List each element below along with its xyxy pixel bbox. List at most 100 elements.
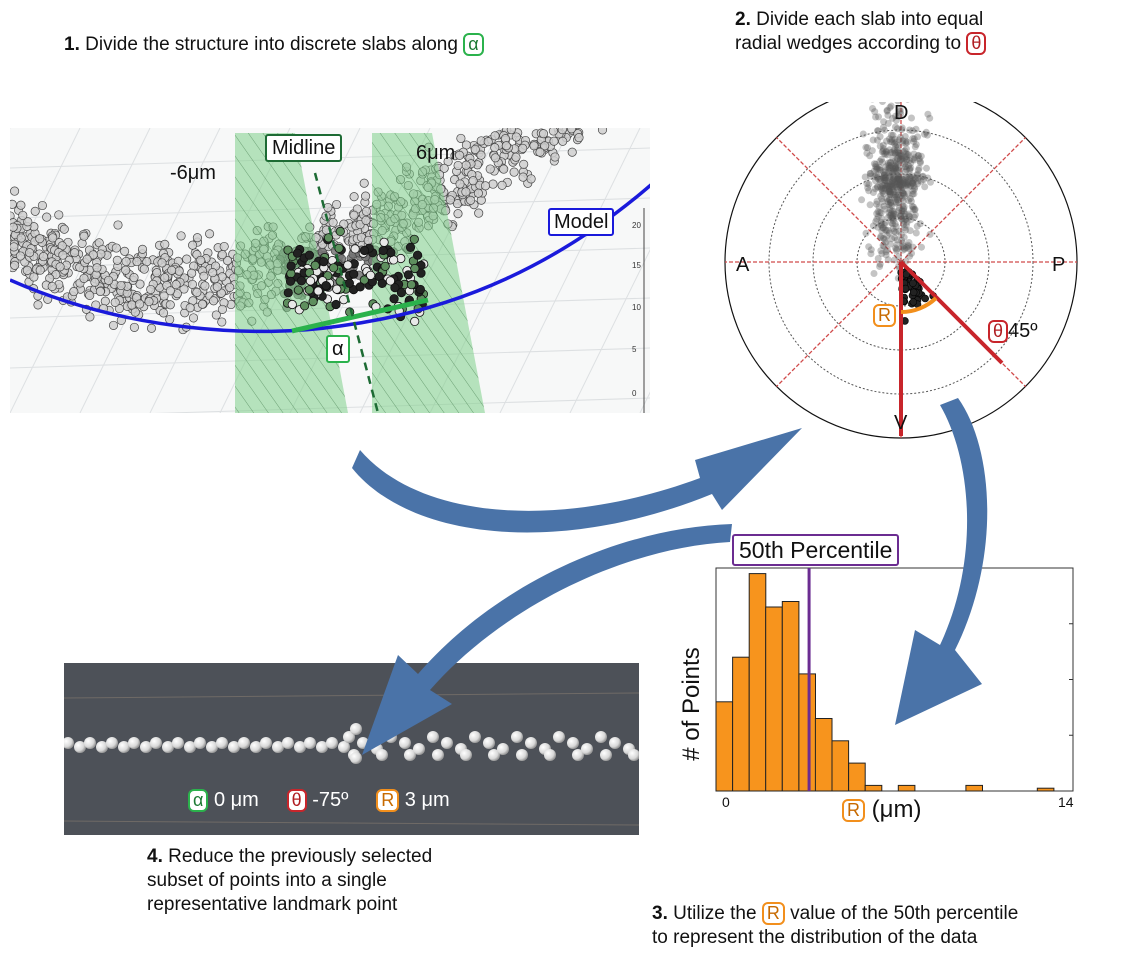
polar-point	[874, 208, 882, 216]
slab-point	[349, 210, 359, 220]
polar-wedge-point	[921, 294, 929, 303]
polar-point	[892, 163, 900, 171]
legend-alpha-symbol: α	[188, 789, 209, 813]
slab-selected-point	[355, 282, 365, 292]
polar-point	[876, 177, 884, 185]
polar-point	[896, 107, 904, 115]
slab-point	[15, 251, 25, 261]
landmark-ball	[316, 741, 328, 753]
polar-point	[910, 203, 917, 211]
slab-point	[196, 255, 206, 265]
polar-point	[879, 145, 887, 153]
polar-point	[898, 243, 906, 251]
slab-point	[490, 131, 500, 141]
polar-point	[906, 126, 914, 134]
slab-point	[217, 317, 227, 327]
polar-point	[903, 156, 911, 164]
polar-point	[881, 174, 889, 182]
polar-point	[898, 215, 906, 223]
polar-point	[901, 210, 909, 218]
slab-point	[506, 128, 516, 135]
polar-point	[921, 183, 929, 191]
polar-point	[900, 176, 908, 184]
polar-point	[905, 245, 913, 253]
polar-point	[896, 150, 904, 157]
polar-point	[886, 190, 894, 198]
polar-point	[879, 98, 886, 105]
polar-point	[887, 208, 895, 216]
polar-point	[880, 202, 888, 210]
polar-point	[893, 141, 901, 149]
polar-point	[877, 218, 885, 226]
polar-point	[886, 199, 894, 206]
slab-point	[104, 275, 114, 285]
polar-point	[905, 183, 913, 191]
polar-theta-annotation: θ 45º	[988, 320, 1038, 344]
polar-point	[877, 192, 885, 200]
polar-point	[890, 172, 898, 180]
polar-point	[872, 177, 879, 185]
histogram-bar	[848, 762, 866, 792]
polar-point	[874, 183, 881, 191]
polar-point	[907, 159, 915, 167]
slab-axis-tick: 20	[632, 221, 641, 230]
polar-point	[885, 229, 893, 237]
polar-point	[891, 182, 899, 190]
slab-point	[567, 147, 577, 157]
polar-point	[897, 110, 905, 118]
polar-point	[861, 173, 869, 181]
polar-point	[887, 185, 895, 193]
polar-point	[902, 137, 910, 145]
histogram-bar	[781, 601, 800, 792]
polar-point	[885, 201, 893, 208]
polar-point	[880, 171, 888, 179]
polar-point	[880, 181, 888, 189]
polar-point	[872, 171, 880, 179]
polar-point	[912, 229, 920, 237]
slab-selected-point	[304, 250, 314, 260]
polar-point	[876, 142, 884, 150]
polar-point	[898, 215, 905, 223]
polar-point	[902, 180, 910, 188]
polar-r-label: R	[873, 304, 896, 327]
legend-alpha-value: 0 μm	[213, 789, 259, 811]
slab-point	[88, 250, 98, 260]
polar-point	[916, 159, 924, 167]
polar-point	[865, 187, 873, 195]
polar-point	[901, 147, 909, 155]
slab-point	[146, 284, 156, 295]
polar-point	[911, 183, 919, 191]
polar-wedge-point	[909, 298, 918, 306]
landmark-ball	[64, 737, 74, 749]
slab-point	[538, 129, 549, 139]
slab-point	[29, 272, 39, 282]
landmark-ball	[553, 731, 565, 743]
polar-point	[898, 155, 906, 163]
polar-point	[895, 253, 903, 261]
polar-point	[886, 189, 894, 197]
polar-point	[882, 181, 890, 189]
polar-point	[900, 217, 908, 225]
polar-point	[885, 171, 893, 179]
polar-point	[897, 212, 905, 220]
polar-point	[883, 195, 891, 203]
slab-point	[549, 136, 559, 146]
slab-point	[10, 186, 20, 196]
polar-point	[878, 148, 886, 156]
slab-point	[188, 240, 198, 250]
polar-point	[884, 226, 892, 234]
polar-point	[910, 150, 918, 158]
polar-point	[891, 234, 899, 242]
polar-point	[894, 161, 902, 169]
polar-point	[920, 176, 928, 184]
slab-point	[519, 159, 529, 169]
polar-point	[895, 204, 903, 212]
landmark-ball	[544, 749, 556, 761]
slab-point	[363, 235, 373, 245]
landmark-ball	[194, 737, 206, 749]
polar-point	[889, 183, 897, 191]
slab-point	[42, 212, 52, 222]
landmark-ball	[96, 741, 108, 753]
polar-point	[891, 149, 899, 157]
polar-point	[873, 165, 880, 173]
